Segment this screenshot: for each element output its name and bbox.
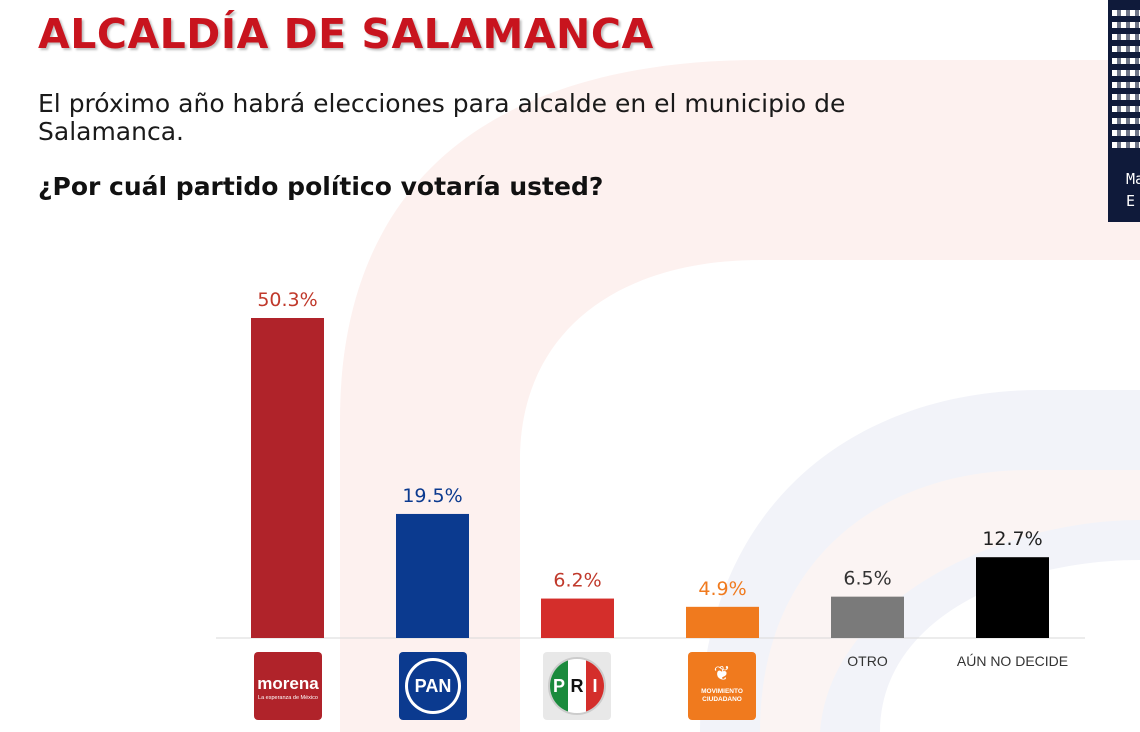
bar-value-label-2: 6.2% [553, 570, 601, 592]
bar-value-label-3: 4.9% [698, 578, 746, 600]
pri-letter-r: R [568, 659, 586, 713]
movimiento-ciudadano-logo: ❦ MOVIMIENTO CIUDADANO [688, 652, 756, 720]
bar-value-label-5: 12.7% [982, 528, 1042, 550]
morena-logo-name: morena [257, 674, 319, 693]
morena-logo-tagline: La esperanza de México [258, 695, 318, 701]
pan-logo-ring: PAN [405, 658, 461, 714]
bar-value-label-1: 19.5% [402, 485, 462, 507]
bar-1 [396, 513, 469, 638]
bar-3 [686, 606, 759, 638]
bar-4 [831, 596, 904, 638]
survey-question: ¿Por cuál partido político votaría usted… [38, 172, 604, 201]
category-label-5: AÚN NO DECIDE [957, 653, 1068, 669]
mc-logo-name-line2: CIUDADANO [702, 696, 742, 703]
intro-text: El próximo año habrá elecciones para alc… [38, 89, 846, 146]
pri-logo: P R I [543, 652, 611, 720]
qr-caption-line2: E [1126, 192, 1136, 210]
category-label-4: OTRO [847, 653, 888, 669]
bar-value-label-4: 6.5% [843, 568, 891, 590]
qr-code-panel[interactable]: Ma E [1108, 0, 1140, 222]
pan-logo-name: PAN [408, 661, 458, 711]
qr-caption-line1: Ma [1126, 170, 1140, 188]
qr-code-icon [1112, 4, 1140, 154]
bar-0 [251, 318, 324, 638]
pri-logo-circle: P R I [548, 657, 606, 715]
qr-caption: Ma E [1126, 168, 1140, 212]
bar-2 [541, 598, 614, 638]
pri-letter-i: I [586, 659, 604, 713]
mc-logo-name-line1: MOVIMIENTO [701, 688, 743, 695]
bar-value-label-0: 50.3% [257, 289, 317, 311]
pan-logo: PAN [399, 652, 467, 720]
morena-logo: morena La esperanza de México [254, 652, 322, 720]
eagle-icon: ❦ [713, 663, 731, 685]
pri-letter-p: P [550, 659, 568, 713]
mc-logo-name: MOVIMIENTO CIUDADANO [688, 688, 756, 704]
page-title: ALCALDÍA DE SALAMANCA [38, 10, 654, 58]
bar-5 [976, 557, 1049, 638]
